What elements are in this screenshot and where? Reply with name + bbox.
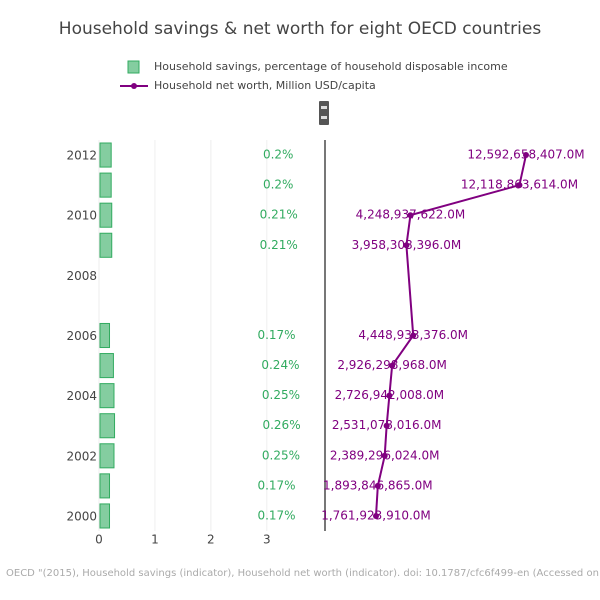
data-label: 0.25% [262,388,300,402]
source-note: OECD "(2015), Household savings (indicat… [6,568,600,579]
data-label: 0.2% [263,148,294,162]
data-label: 4,448,933,376.0M [358,328,468,342]
data-label: 0.17% [257,508,295,522]
point [381,452,388,459]
point [410,332,417,339]
y-tick-label: 2000 [66,509,97,523]
data-label: 0.21% [260,238,298,252]
y-tick-label: 2010 [66,209,97,223]
x-tick-label: 0 [95,533,103,547]
x-tick-label: 3 [263,533,271,547]
bar [99,413,116,439]
legend-symbol [131,83,137,89]
point [383,422,390,429]
bar [99,473,111,499]
bar [99,142,112,168]
point [372,512,379,519]
point [516,182,523,189]
point [407,212,414,219]
data-label: 0.24% [261,358,299,372]
y-tick-label: 2002 [66,449,97,463]
data-label: 0.26% [262,418,300,432]
point [522,152,529,159]
point [386,392,393,399]
y-tick-label: 2008 [66,269,97,283]
data-label: 0.17% [257,328,295,342]
data-label: 1,893,846,865.0M [323,478,433,492]
toolbar-icon[interactable] [319,101,329,125]
bar [99,322,111,349]
point [374,482,381,489]
data-label: 2,389,296,024.0M [330,448,440,462]
bar [99,443,115,469]
data-label: 0.25% [262,448,300,462]
bar [99,353,114,379]
bar [99,202,113,228]
bar [99,383,115,409]
y-tick-label: 2006 [66,329,97,343]
bar [99,503,111,529]
data-label: 0.21% [260,208,298,222]
point [403,242,410,249]
data-label: 3,958,308,396.0M [352,238,462,252]
x-tick-label: 1 [151,533,159,547]
bar [99,172,112,198]
data-label: 4,248,937,622.0M [356,208,466,222]
y-tick-label: 2012 [66,149,97,163]
x-tick-label: 2 [207,533,215,547]
point [389,362,396,369]
data-label: 0.17% [257,478,295,492]
data-label: 12,592,658,407.0M [467,148,584,162]
y-tick-label: 2004 [66,389,97,403]
data-label: 2,726,942,008.0M [335,388,445,402]
data-label: 12,118,863,614.0M [461,178,578,192]
data-label: 2,531,078,016.0M [332,418,442,432]
data-label: 0.2% [263,178,294,192]
chart-title: Household savings & net worth for eight … [59,19,542,39]
data-label: 2,926,298,968.0M [337,358,447,372]
legend-label: Household savings, percentage of househo… [154,60,508,73]
legend-symbol [127,60,140,74]
data-label: 1,761,923,910.0M [321,508,431,522]
legend-label: Household net worth, Million USD/capita [154,79,376,92]
bar [99,232,113,258]
